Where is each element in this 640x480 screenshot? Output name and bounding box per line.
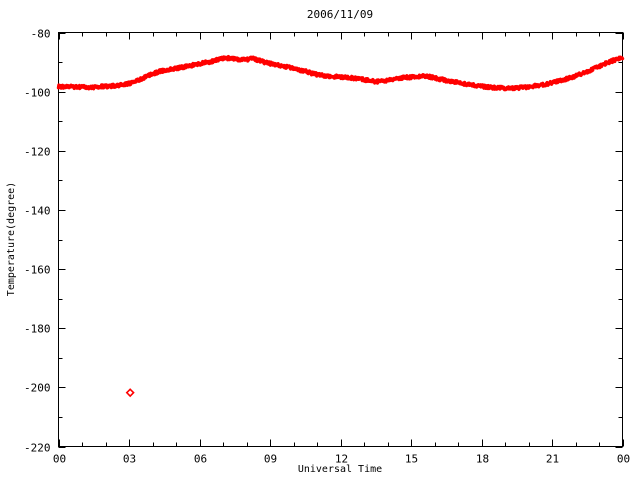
series-line-temperature	[56, 54, 625, 92]
chart-title: 2006/11/09	[307, 8, 373, 21]
y-axis-title: Temperature(degree)	[6, 182, 17, 296]
x-tick-label: 12	[335, 453, 348, 466]
x-axis-title: Universal Time	[298, 464, 382, 475]
y-tick-label: -120	[24, 146, 51, 159]
y-tick-label: -80	[31, 28, 51, 41]
y-tick-label: -100	[24, 87, 51, 100]
y-axis-tick-labels: -80 -100 -120 -140 -160 -180 -200 -220	[24, 28, 51, 455]
plot-frame	[57, 31, 624, 448]
axis-frame	[57, 31, 624, 448]
x-tick-label: 06	[194, 453, 207, 466]
outlier-point	[125, 388, 135, 398]
outlier-points-group	[125, 388, 135, 398]
y-tick-label: -160	[24, 264, 51, 277]
y-axis-ticks	[58, 32, 623, 449]
y-tick-label: -200	[24, 382, 51, 395]
y-axis-title-group: Temperature(degree)	[6, 182, 17, 296]
x-tick-label: 00	[617, 453, 630, 466]
x-tick-label: 15	[405, 453, 418, 466]
x-tick-label: 00	[53, 453, 66, 466]
y-tick-label: -140	[24, 205, 51, 218]
x-tick-label: 18	[476, 453, 489, 466]
x-axis-ticks	[58, 32, 625, 447]
x-tick-label: 09	[264, 453, 277, 466]
x-tick-label: 21	[546, 453, 559, 466]
y-tick-label: -220	[24, 442, 51, 455]
x-tick-label: 03	[123, 453, 136, 466]
chart-title-group: 2006/11/09	[307, 8, 373, 21]
x-axis-title-group: Universal Time	[298, 464, 382, 475]
x-axis-tick-labels: 00 03 06 09 12 15 18 21 00	[53, 453, 630, 466]
data-series-group	[56, 54, 625, 92]
y-tick-label: -180	[24, 323, 51, 336]
